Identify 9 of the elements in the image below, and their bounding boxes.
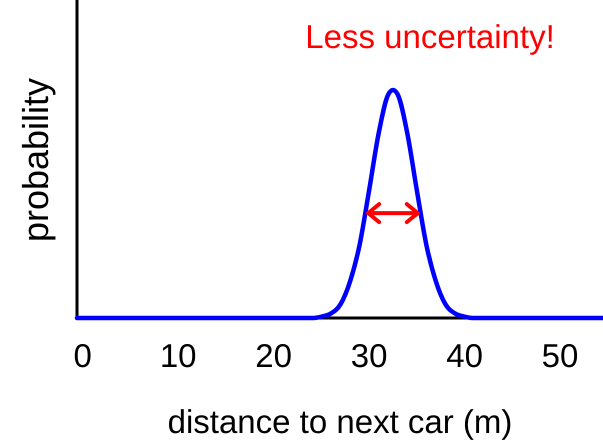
- x-tick-label: 40: [446, 337, 483, 374]
- x-tick-label: 10: [160, 337, 197, 374]
- x-tick-label: 20: [255, 337, 292, 374]
- x-tick-label: 0: [74, 337, 92, 374]
- y-axis-title: probability: [15, 78, 56, 242]
- x-axis-title: distance to next car (m): [168, 403, 512, 440]
- text: Less uncertainty!: [305, 18, 555, 55]
- x-tick-label: 30: [350, 337, 388, 374]
- x-tick-label: 50: [542, 337, 578, 374]
